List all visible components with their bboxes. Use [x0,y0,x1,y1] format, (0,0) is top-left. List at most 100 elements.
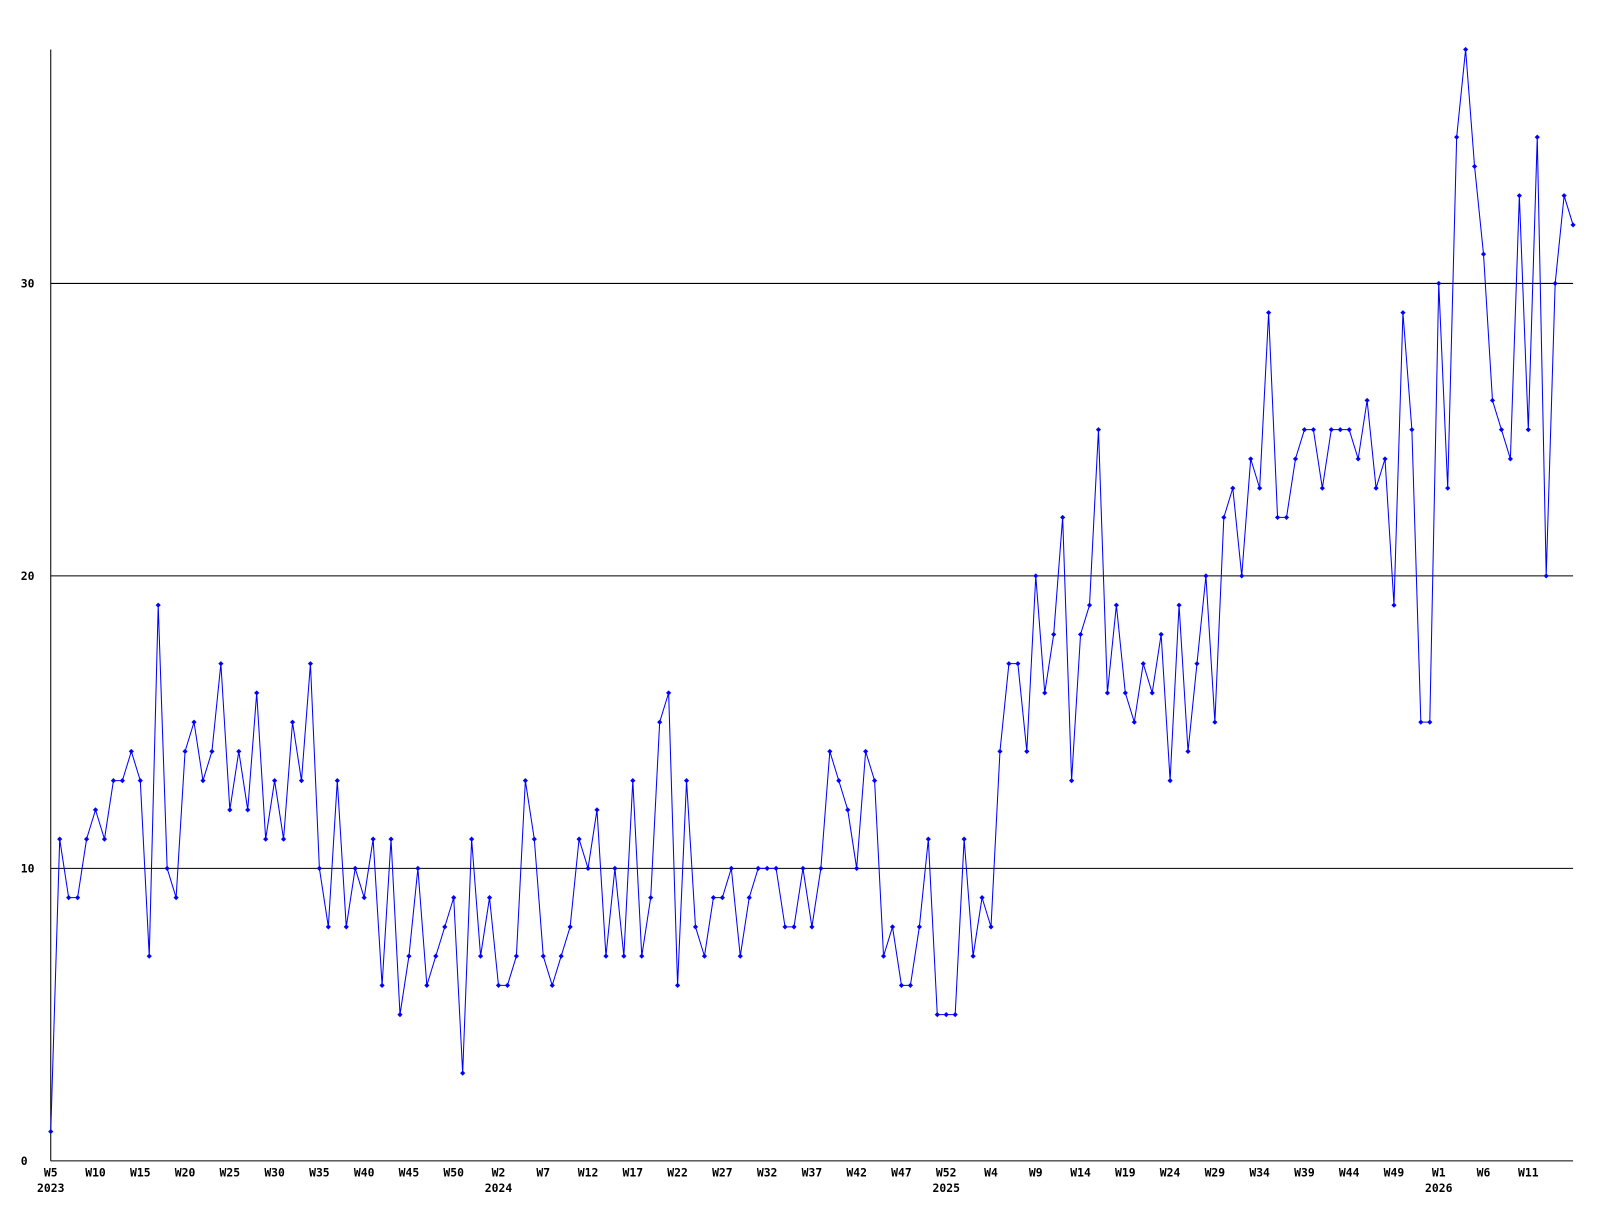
data-point [397,1012,403,1018]
data-point [522,778,528,784]
data-point [119,778,125,784]
data-point [361,895,367,901]
data-point [57,836,63,842]
data-point [316,865,322,871]
data-point [863,748,869,754]
data-point [1328,427,1334,433]
data-point [1051,631,1057,637]
data-point [1185,748,1191,754]
data-point [1292,456,1299,462]
data-point [728,865,734,871]
data-point [1239,573,1245,579]
data-point [791,924,797,930]
data-point [1534,134,1540,140]
data-point [1516,193,1522,199]
data-point [495,982,502,988]
data-point [469,836,475,842]
data-point [1077,631,1084,637]
x-tick-label: W15 [130,1165,151,1179]
data-point [710,895,716,901]
data-point [1122,690,1128,696]
data-point [988,924,994,930]
data-point [433,953,439,959]
data-point [1445,485,1451,491]
data-point [1131,719,1137,725]
data-point [809,924,815,930]
data-point [325,924,331,930]
data-point [916,924,922,930]
data-point [701,953,708,959]
data-point [137,778,143,784]
data-point [943,1012,949,1018]
data-point [66,895,72,901]
data-point [406,953,412,959]
x-tick-label: W9 [1029,1165,1043,1179]
x-tick-label: W6 [1477,1165,1491,1179]
x-tick-label: W2 [492,1165,506,1179]
data-point [934,1012,940,1018]
x-tick-label: W37 [802,1165,823,1179]
y-tick-label: 10 [21,862,35,876]
data-point [1543,573,1549,579]
data-point [83,836,90,842]
data-point [254,690,260,696]
data-point [1337,427,1343,433]
data-point [298,778,305,784]
data-point [1301,427,1308,433]
data-point [567,924,573,930]
data-point [603,953,609,959]
data-point [1274,514,1281,520]
x-tick-label: W17 [623,1165,644,1179]
data-point [1480,251,1487,257]
data-point [683,778,690,784]
x-tick-label: W49 [1384,1165,1405,1179]
data-point [1140,661,1146,667]
x-tick-label: W50 [443,1165,464,1179]
x-tick-label: W24 [1160,1165,1181,1179]
data-point [1158,631,1164,637]
x-tick-label: W30 [264,1165,285,1179]
data-point [1015,661,1021,667]
data-point [1176,602,1182,608]
data-point [1167,778,1173,784]
x-tick-label: W27 [712,1165,733,1179]
data-point [1203,573,1209,579]
x-tick-label: W7 [536,1165,550,1179]
data-point [307,661,314,667]
y-tick-label: 0 [21,1154,28,1168]
data-point [352,865,358,871]
data-point [442,924,448,930]
x-tick-label: W52 [936,1165,957,1179]
data-point [1409,427,1415,433]
data-point [997,748,1003,754]
data-point [648,895,654,901]
data-point [854,865,860,871]
data-point [227,807,233,813]
data-point [415,865,421,871]
x-tick-label: W10 [85,1165,106,1179]
data-point [970,953,976,959]
data-point [782,924,788,930]
data-point [48,1129,54,1135]
data-point [451,895,457,901]
data-point [952,1012,958,1018]
x-tick-label: W47 [891,1165,912,1179]
data-point [1149,690,1155,696]
x-tick-label: W14 [1070,1165,1091,1179]
data-point [513,953,519,959]
data-point [1427,719,1433,725]
data-point [1561,193,1567,199]
data-point [666,690,672,696]
data-point [1266,310,1272,316]
data-point [764,865,770,871]
data-point [110,778,117,784]
data-point [827,748,833,754]
data-point [674,982,681,988]
data-point [845,807,851,813]
data-point [621,953,627,959]
data-point [75,895,81,901]
data-point [379,982,385,988]
data-point [343,924,349,930]
